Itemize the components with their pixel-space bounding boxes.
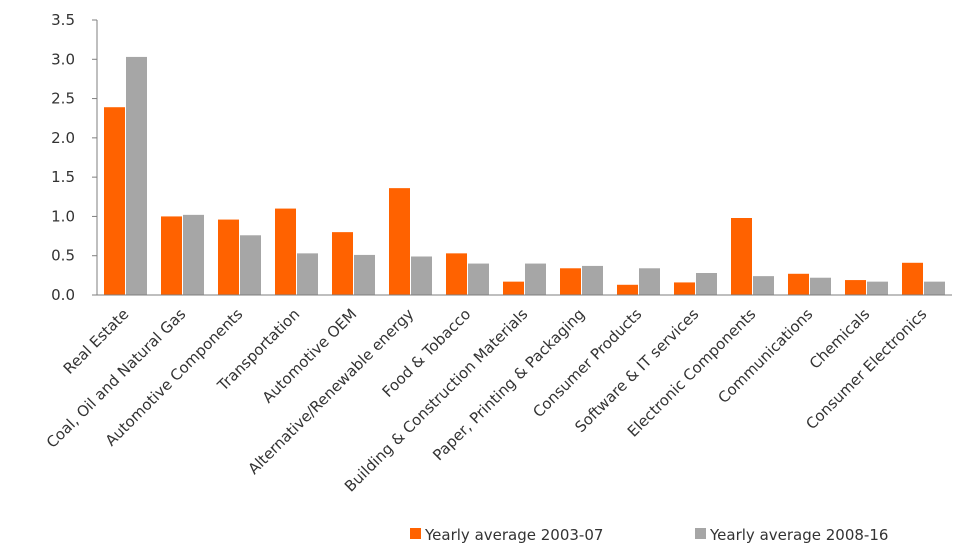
legend: Yearly average 2003-07 Yearly average 200… <box>410 526 888 544</box>
bar <box>731 218 752 295</box>
bar <box>867 281 888 295</box>
bar <box>503 281 524 295</box>
bar <box>788 273 809 295</box>
category-label: Communications <box>714 305 816 407</box>
bar <box>902 262 923 295</box>
bar <box>389 188 410 295</box>
legend-label: Yearly average 2003-07 <box>424 526 603 544</box>
bar <box>104 107 125 295</box>
bar <box>332 232 353 295</box>
y-tick-label: 1.5 <box>51 168 75 186</box>
category-label: Automotive OEM <box>259 305 361 407</box>
y-tick-label: 2.0 <box>51 129 75 147</box>
bar <box>218 219 239 295</box>
bar <box>297 253 318 295</box>
bar <box>161 216 182 295</box>
bar <box>126 56 147 295</box>
y-tick-label: 3.5 <box>51 11 75 29</box>
bar <box>354 254 375 295</box>
y-tick-label: 0.0 <box>51 286 75 304</box>
bar <box>924 281 945 295</box>
bar <box>183 214 204 295</box>
category-label: Consumer Products <box>529 305 645 421</box>
legend-swatch <box>410 528 421 539</box>
bars <box>104 56 945 295</box>
y-axis: 0.0 0.5 1.0 1.5 2.0 2.5 3.0 3.5 <box>51 11 98 304</box>
bar <box>674 282 695 295</box>
bar <box>275 208 296 295</box>
bar <box>617 284 638 295</box>
bar <box>525 263 546 295</box>
y-tick-label: 3.0 <box>51 50 75 68</box>
bar <box>696 273 717 295</box>
bar <box>753 276 774 295</box>
y-tick-label: 1.0 <box>51 207 75 225</box>
legend-label: Yearly average 2008-16 <box>709 526 888 544</box>
y-tick-label: 0.5 <box>51 247 75 265</box>
bar <box>446 253 467 295</box>
bar <box>845 280 866 295</box>
bar <box>810 277 831 295</box>
bar <box>468 263 489 295</box>
bar <box>639 268 660 295</box>
bar <box>582 265 603 295</box>
bar <box>240 235 261 295</box>
y-tick-label: 2.5 <box>51 90 75 108</box>
legend-swatch <box>695 528 706 539</box>
bar <box>411 256 432 295</box>
bar <box>560 268 581 295</box>
